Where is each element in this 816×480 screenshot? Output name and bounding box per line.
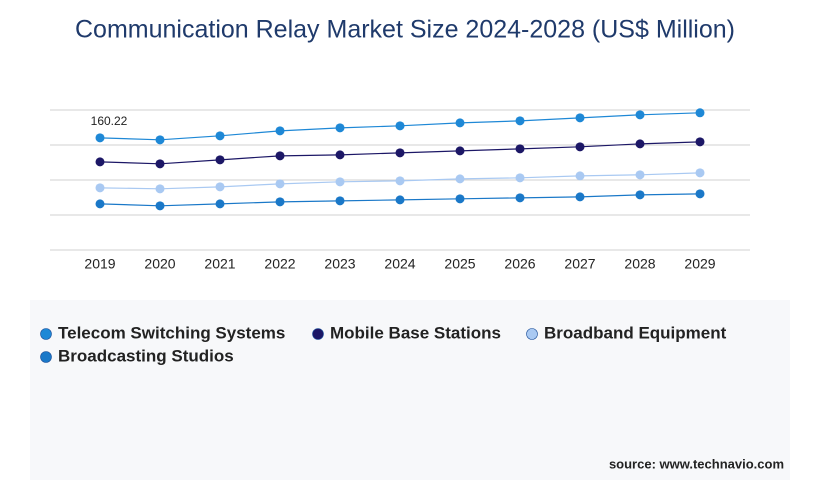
point bbox=[335, 177, 345, 187]
point bbox=[455, 194, 465, 204]
x-tick-label: 2029 bbox=[684, 256, 715, 272]
point bbox=[575, 192, 585, 202]
legend-label: Telecom Switching Systems bbox=[58, 323, 285, 342]
legend-panel bbox=[30, 300, 790, 480]
point bbox=[455, 174, 465, 184]
point bbox=[155, 135, 165, 145]
legend-marker bbox=[40, 328, 52, 340]
point bbox=[695, 137, 705, 147]
point bbox=[275, 179, 285, 189]
legend-label: Broadband Equipment bbox=[544, 323, 727, 342]
legend-marker bbox=[312, 328, 324, 340]
point bbox=[635, 190, 645, 200]
point bbox=[95, 157, 105, 167]
point bbox=[515, 144, 525, 154]
point bbox=[395, 121, 405, 131]
point bbox=[575, 113, 585, 123]
legend-marker bbox=[526, 328, 538, 340]
point bbox=[95, 199, 105, 209]
point bbox=[215, 199, 225, 209]
x-tick-label: 2019 bbox=[84, 256, 115, 272]
point bbox=[695, 108, 705, 118]
x-tick-label: 2026 bbox=[504, 256, 535, 272]
legend-marker bbox=[40, 351, 52, 363]
point bbox=[455, 146, 465, 156]
point bbox=[335, 196, 345, 206]
point bbox=[395, 176, 405, 186]
legend-label: Mobile Base Stations bbox=[330, 323, 501, 342]
point bbox=[215, 155, 225, 165]
point bbox=[515, 173, 525, 183]
point bbox=[155, 201, 165, 211]
point bbox=[335, 150, 345, 160]
point bbox=[215, 182, 225, 192]
point bbox=[155, 159, 165, 169]
point bbox=[635, 110, 645, 120]
x-tick-label: 2022 bbox=[264, 256, 295, 272]
data-label: 160.22 bbox=[91, 114, 128, 128]
point bbox=[275, 197, 285, 207]
point bbox=[275, 126, 285, 136]
point bbox=[635, 170, 645, 180]
point bbox=[515, 193, 525, 203]
point bbox=[395, 148, 405, 158]
x-tick-label: 2021 bbox=[204, 256, 235, 272]
x-tick-label: 2023 bbox=[324, 256, 355, 272]
point bbox=[635, 139, 645, 149]
point bbox=[395, 195, 405, 205]
legend-label: Broadcasting Studios bbox=[58, 346, 234, 365]
point bbox=[515, 116, 525, 126]
point bbox=[215, 131, 225, 141]
x-tick-label: 2027 bbox=[564, 256, 595, 272]
point bbox=[155, 184, 165, 194]
point bbox=[695, 168, 705, 178]
point bbox=[575, 142, 585, 152]
point bbox=[275, 151, 285, 161]
point bbox=[695, 189, 705, 199]
point bbox=[575, 171, 585, 181]
x-tick-label: 2028 bbox=[624, 256, 655, 272]
point bbox=[95, 133, 105, 143]
x-tick-label: 2020 bbox=[144, 256, 175, 272]
point bbox=[95, 183, 105, 193]
point bbox=[455, 118, 465, 128]
source: source: www.technavio.com bbox=[609, 456, 784, 471]
x-tick-label: 2024 bbox=[384, 256, 415, 272]
x-tick-label: 2025 bbox=[444, 256, 475, 272]
point bbox=[335, 123, 345, 133]
chart-title: Communication Relay Market Size 2024-202… bbox=[75, 16, 735, 44]
